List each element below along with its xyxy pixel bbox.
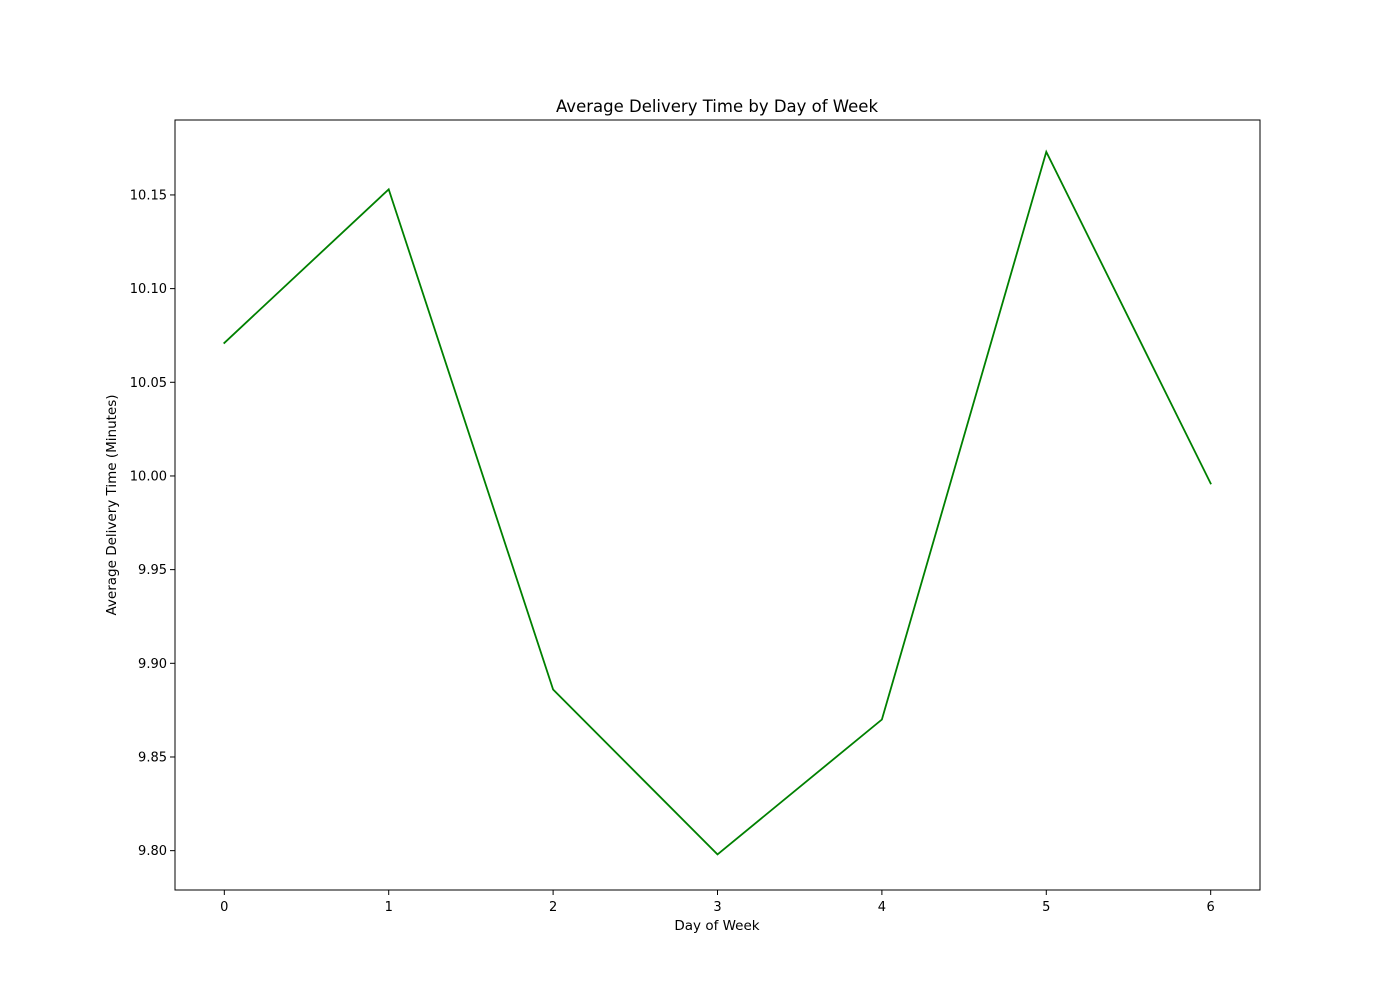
y-tick-label: 10.10: [130, 282, 167, 297]
series-line: [223, 149, 1212, 856]
x-tick-label: 4: [878, 900, 886, 915]
chart-title: Average Delivery Time by Day of Week: [556, 97, 878, 116]
x-tick-label: 5: [1042, 900, 1050, 915]
x-axis-label: Day of Week: [674, 918, 759, 934]
y-tick-label: 10.15: [130, 188, 167, 203]
y-tick-label: 9.85: [138, 750, 167, 765]
x-tick-label: 0: [220, 900, 228, 915]
y-tick-label: 9.95: [138, 563, 167, 578]
series-group: [223, 149, 1212, 856]
x-tick-label: 1: [385, 900, 393, 915]
x-tick-label: 3: [713, 900, 721, 915]
y-tick-label: 9.90: [138, 657, 167, 672]
y-tick-label: 9.80: [138, 844, 167, 859]
x-axis-ticks: 0 1 2 3 4 5 6: [220, 890, 1215, 915]
y-axis-label: Average Delivery Time (Minutes): [104, 394, 120, 615]
y-tick-label: 10.05: [130, 376, 167, 391]
y-tick-label: 10.00: [130, 469, 167, 484]
y-axis-ticks: 9.80 9.85 9.90 9.95 10.00 10.05 10.10 10.15: [130, 188, 175, 859]
x-tick-label: 2: [549, 900, 557, 915]
x-tick-label: 6: [1207, 900, 1215, 915]
